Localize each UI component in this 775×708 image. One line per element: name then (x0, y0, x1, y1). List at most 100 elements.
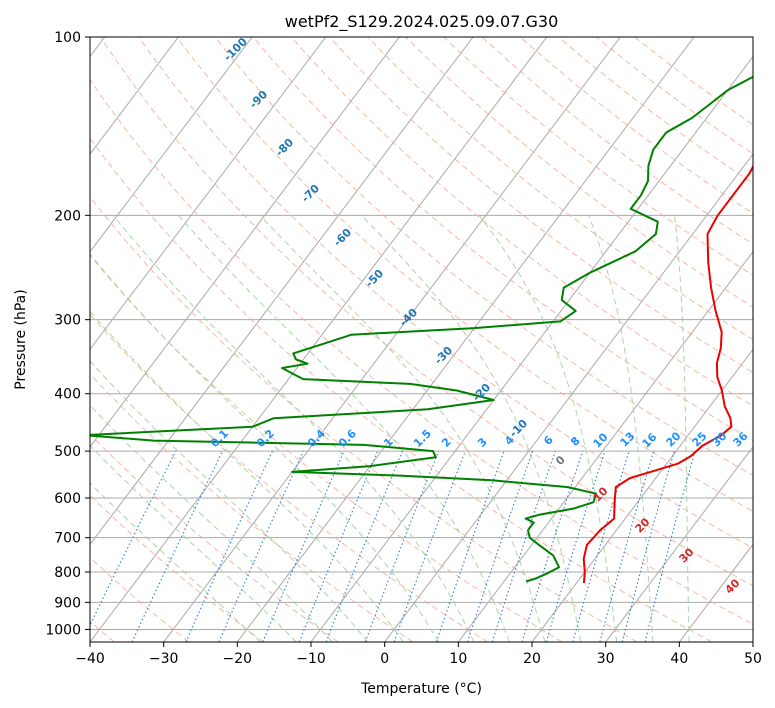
mixing-ratio-label: 0.2 (254, 427, 277, 450)
mixing-ratio-label: 0.1 (208, 427, 231, 450)
moist-adiabat-line (90, 360, 369, 642)
dry-adiabat-line (367, 37, 753, 340)
mixing-ratio-line (466, 450, 534, 642)
mixing-ratio-line (491, 450, 556, 642)
dry-adiabat-line (214, 37, 753, 477)
y-tick-label: 1000 (45, 622, 81, 638)
isotherm-line (90, 37, 179, 155)
background-lines (90, 37, 753, 642)
x-tick-label: 20 (523, 651, 541, 667)
moist-adiabat-line (259, 214, 546, 642)
moist-adiabat-line (90, 444, 297, 642)
dry-adiabat-line (252, 37, 753, 441)
x-tick-label: 30 (597, 651, 615, 667)
dry-adiabat-line (90, 196, 638, 642)
dry-adiabat-line (90, 494, 264, 642)
isotherm-line (90, 37, 327, 351)
isotherm-line (531, 348, 753, 642)
mixing-ratio-line (90, 450, 177, 627)
mixing-ratio-line (521, 450, 584, 642)
dry-adiabat-label: -60 (331, 226, 354, 249)
moist-adiabat-line (178, 214, 510, 642)
mixing-ratio-line (599, 450, 655, 642)
isotherm-line (752, 641, 753, 642)
x-axis-label: Temperature (°C) (360, 681, 482, 697)
dry-adiabat-line (90, 78, 753, 625)
dry-adiabat-label: -40 (397, 306, 420, 329)
y-tick-label: 700 (54, 531, 81, 547)
moist-adiabat-line (674, 215, 690, 642)
isotherm-line (236, 37, 695, 642)
mixing-ratio-line (325, 450, 404, 642)
x-tick-label: 40 (670, 651, 688, 667)
y-tick-label: 600 (54, 491, 81, 507)
x-tick-label: 0 (380, 651, 389, 667)
mixing-ratio-label: 6 (541, 433, 556, 448)
dry-adiabat-line (90, 313, 488, 642)
mixing-ratio-line (621, 450, 675, 642)
x-tick-label: −40 (75, 651, 105, 667)
y-tick-label: 500 (54, 444, 81, 460)
dry-adiabat-line (90, 373, 414, 642)
dry-adiabat-label: 0 (553, 453, 568, 468)
mixing-ratio-label: 1.5 (411, 427, 434, 450)
mixing-ratio-label: 3 (475, 435, 490, 450)
isotherm-line (605, 446, 753, 642)
mixing-ratio-label: 25 (690, 430, 710, 450)
mixing-ratio-label: 10 (591, 430, 611, 450)
dewpoint-line (90, 75, 753, 583)
isotherm-line (90, 37, 474, 546)
y-tick-label: 100 (54, 30, 81, 46)
mixing-ratio-label: 8 (568, 434, 583, 449)
dry-adiabat-line (634, 37, 753, 126)
profile-lines (90, 75, 753, 584)
isotherm-line (163, 37, 621, 642)
y-tick-label: 200 (54, 208, 81, 224)
mixing-ratio-line (218, 450, 304, 642)
mixing-ratio-line (572, 450, 630, 642)
isotherm-line (90, 37, 253, 253)
dry-adiabat-label: -90 (247, 88, 270, 111)
dry-adiabat-label: -70 (299, 182, 322, 205)
moist-adiabat-line (90, 482, 261, 642)
isotherm-line (678, 543, 753, 642)
dry-adiabat-line (290, 37, 753, 407)
mixing-ratio-line (364, 450, 440, 642)
dry-adiabat-label: -30 (432, 344, 455, 367)
moist-adiabat-label: 30 (677, 545, 697, 565)
x-tick-label: −10 (296, 651, 326, 667)
plot-frame (89, 36, 754, 643)
dry-adiabat-line (90, 254, 563, 642)
isotherm-line (90, 37, 400, 448)
temperature-line (582, 164, 753, 584)
dry-adiabat-line (557, 37, 753, 184)
line-labels: -100-90-80-70-60-50-40-30-20-10010203040… (208, 35, 751, 597)
dry-adiabat-line (90, 433, 339, 642)
y-axis-label: Pressure (hPa) (13, 289, 29, 389)
isotherm-line (457, 250, 753, 642)
moist-adiabat-line (361, 214, 582, 642)
dry-adiabat-line (138, 37, 753, 549)
y-tick-label: 400 (54, 387, 81, 403)
moist-adiabat-line (90, 404, 333, 642)
dry-adiabat-line (405, 37, 753, 308)
dry-adiabat-line (481, 37, 753, 245)
dry-adiabat-line (176, 37, 753, 513)
y-tick-label: 300 (54, 313, 81, 329)
chart-title: wetPf2_S129.2024.025.09.07.G30 (285, 12, 559, 32)
moist-adiabat-line (90, 253, 439, 642)
moist-adiabat-line (112, 214, 475, 642)
axes: −40 −30 −20 −10 0 10 20 30 40 5010020030040050060… (45, 30, 762, 667)
mixing-ratio-label: 30 (710, 429, 730, 449)
mixing-ratio-line (393, 450, 466, 642)
mixing-ratio-label: 0.4 (305, 427, 328, 450)
isotherm-line (90, 37, 548, 642)
moist-adiabat-line (588, 215, 654, 642)
x-tick-label: 10 (449, 651, 467, 667)
y-tick-label: 900 (54, 595, 81, 611)
x-tick-label: −20 (223, 651, 253, 667)
x-tick-label: −30 (149, 651, 179, 667)
moist-adiabat-label: 20 (633, 515, 653, 535)
mixing-ratio-label: 2 (439, 435, 454, 450)
